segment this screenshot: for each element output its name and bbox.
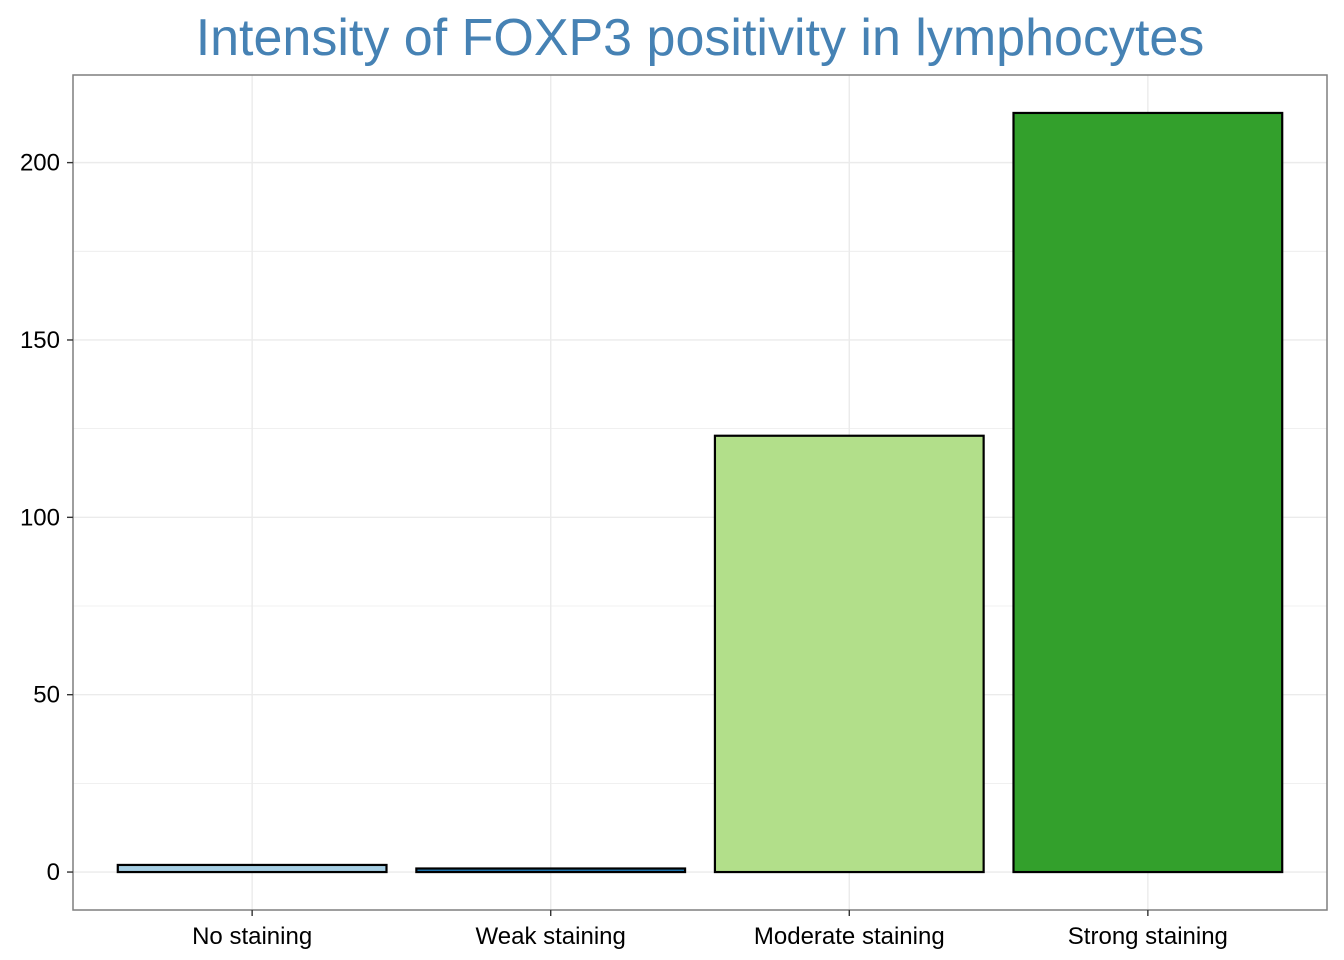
- bar: [713, 434, 985, 874]
- y-tick-label: 50: [33, 682, 60, 709]
- x-tick-label: Strong staining: [1068, 923, 1228, 950]
- y-tick-label: 0: [47, 859, 60, 886]
- x-tick-label: No staining: [192, 923, 312, 950]
- bars: [116, 111, 1284, 874]
- chart-title: Intensity of FOXP3 positivity in lymphoc…: [196, 9, 1205, 67]
- y-tick-label: 200: [20, 150, 60, 177]
- panel-border: [72, 74, 1328, 911]
- x-tick-label: Weak staining: [476, 923, 626, 950]
- bar: [116, 863, 388, 874]
- bar: [1012, 111, 1284, 874]
- axes: 0 50 100 150 200 No staining Weak staining Mode…: [20, 150, 1228, 950]
- x-tick-label: Moderate staining: [754, 923, 945, 950]
- y-tick-label: 150: [20, 327, 60, 354]
- y-tick-label: 100: [20, 504, 60, 531]
- bar: [415, 867, 687, 874]
